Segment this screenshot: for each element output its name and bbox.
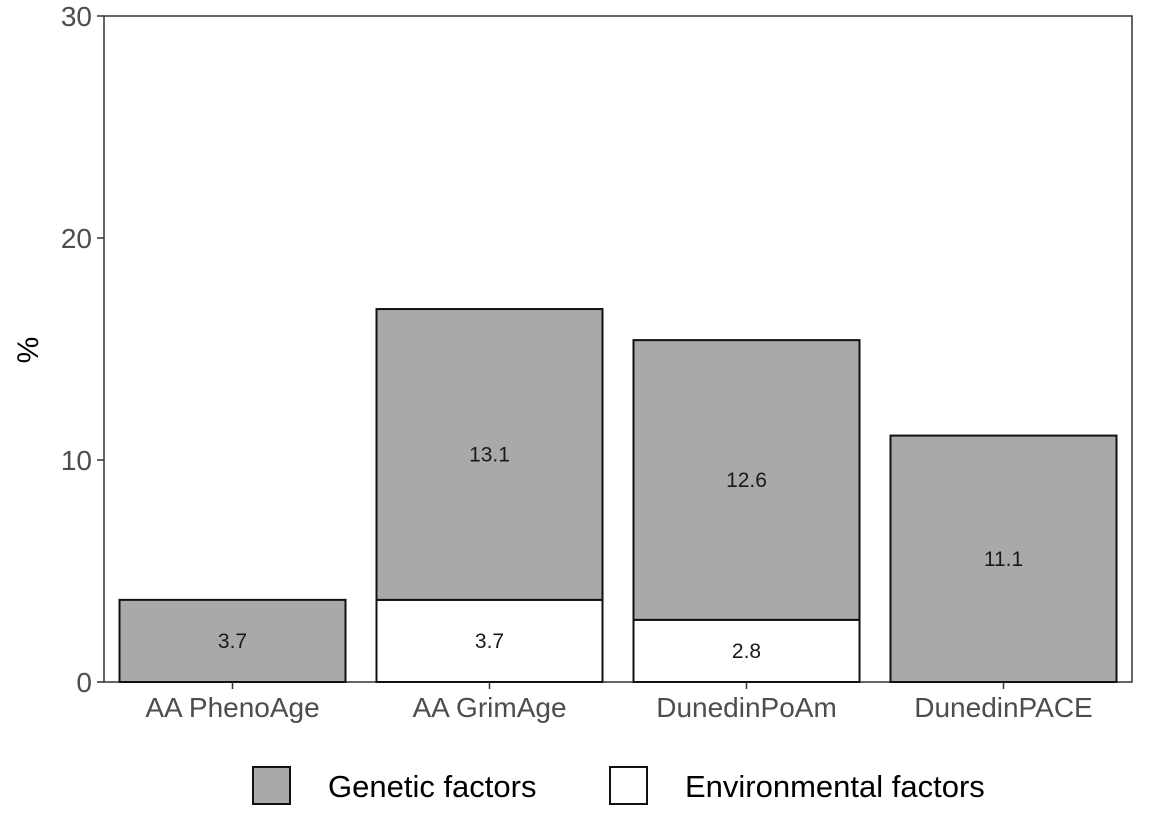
y-tick-label: 0 <box>76 667 92 698</box>
legend: Genetic factors Environmental factors <box>252 766 985 805</box>
bar-segment-genetic-factors <box>889 434 1118 683</box>
bar-segment-environmental-factors <box>375 598 604 683</box>
y-tick-label: 30 <box>61 1 92 32</box>
bar-segment-genetic-factors <box>375 308 604 601</box>
y-axis: 0 10 20 30 <box>61 1 104 698</box>
x-tick-label: AA PhenoAge <box>145 692 319 723</box>
plot-area: 3.7 3.7 13.1 2.8 12.6 11.1 <box>103 15 1133 684</box>
legend-key-genetic-factors <box>252 766 291 805</box>
bar-value-label: 3.7 <box>218 630 247 653</box>
y-tick-label: 20 <box>61 223 92 254</box>
legend-label: Genetic factors <box>328 769 536 804</box>
bar-value-label: 13.1 <box>469 443 510 466</box>
bar-value-label: 2.8 <box>732 640 761 663</box>
bar-segment-genetic-factors <box>632 339 861 621</box>
bar-value-label: 3.7 <box>475 630 504 653</box>
y-tick-label: 10 <box>61 445 92 476</box>
x-tick-label: DunedinPACE <box>914 692 1092 723</box>
bar-value-label: 12.6 <box>726 469 767 492</box>
bar-segment-environmental-factors <box>632 618 861 684</box>
legend-key-environmental-factors <box>609 766 648 805</box>
x-tick-label: AA GrimAge <box>412 692 566 723</box>
x-axis: AA PhenoAge AA GrimAge DunedinPoAm DunedinP… <box>145 682 1093 723</box>
x-tick-label: DunedinPoAm <box>656 692 837 723</box>
bar-value-label: 11.1 <box>984 548 1023 571</box>
plot-border <box>103 15 1133 683</box>
y-axis-label: % <box>12 337 45 364</box>
legend-label: Environmental factors <box>685 769 985 804</box>
